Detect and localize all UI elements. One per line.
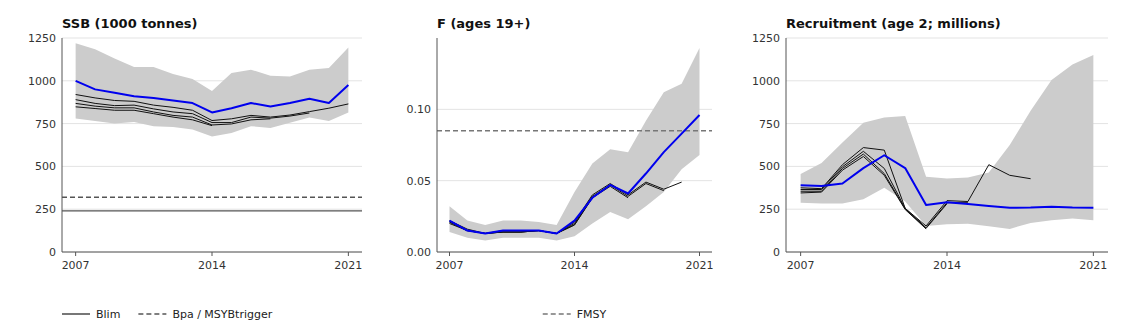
legend-label: Blim bbox=[96, 308, 120, 321]
x-tick-label: 2021 bbox=[686, 259, 714, 272]
plot-area bbox=[62, 43, 362, 211]
x-tick-label: 2021 bbox=[1079, 259, 1107, 272]
y-tick-label: 0.00 bbox=[407, 246, 432, 259]
y-axis-line bbox=[786, 38, 787, 252]
figure: 0 250 500 750 1000 1250 2007 2014 2021 SSB (1000 … bbox=[0, 0, 1131, 336]
grid-line bbox=[437, 252, 712, 253]
y-axis-line bbox=[437, 38, 438, 252]
x-axis-line bbox=[62, 252, 362, 253]
legend-item: Blim bbox=[62, 308, 120, 321]
x-tick bbox=[449, 252, 450, 256]
x-tick bbox=[1093, 252, 1094, 256]
x-tick bbox=[75, 252, 76, 256]
y-tick-label: 0 bbox=[49, 246, 56, 259]
y-tick-label: 250 bbox=[759, 203, 780, 216]
legend-swatch bbox=[62, 313, 90, 315]
panel: 0 250 500 750 1000 1250 2007 2014 2021 Recruitmen… bbox=[752, 16, 1108, 272]
y-tick-label: 500 bbox=[759, 160, 780, 173]
legend: Blim Bpa / MSYBtrigger bbox=[62, 308, 273, 321]
y-tick-label: 0 bbox=[773, 246, 780, 259]
y-tick-label: 0.05 bbox=[407, 175, 432, 188]
legend-label: Bpa / MSYBtrigger bbox=[172, 308, 272, 321]
confidence-band bbox=[450, 48, 700, 241]
grid-line bbox=[786, 38, 1108, 39]
estimate-line bbox=[76, 81, 349, 113]
grid-line bbox=[62, 166, 362, 167]
x-tick bbox=[699, 252, 700, 256]
y-tick-label: 0.10 bbox=[407, 103, 432, 116]
y-tick-label: 1250 bbox=[28, 32, 56, 45]
historical-line bbox=[450, 198, 593, 234]
reference-line bbox=[62, 210, 362, 211]
y-tick-label: 250 bbox=[35, 203, 56, 216]
legend-swatch bbox=[138, 313, 166, 315]
y-tick-label: 500 bbox=[35, 160, 56, 173]
historical-line bbox=[450, 184, 664, 234]
x-tick-label: 2007 bbox=[436, 259, 464, 272]
panel-title: SSB (1000 tonnes) bbox=[62, 16, 197, 31]
legend-item: Bpa / MSYBtrigger bbox=[138, 308, 272, 321]
x-tick bbox=[947, 252, 948, 256]
legend-swatch bbox=[543, 313, 571, 315]
panel-title: F (ages 19+) bbox=[437, 16, 530, 31]
historical-line bbox=[801, 154, 947, 228]
grid-line bbox=[62, 38, 362, 39]
x-tick bbox=[574, 252, 575, 256]
plot-area bbox=[801, 55, 1094, 229]
plot-area bbox=[437, 48, 712, 241]
x-tick-label: 2007 bbox=[787, 259, 815, 272]
x-axis-line bbox=[786, 252, 1108, 253]
x-tick-label: 2014 bbox=[933, 259, 961, 272]
panel: 0.00 0.05 0.10 2007 2014 2021 F (ages 19+) FMSY bbox=[407, 16, 714, 321]
historical-line bbox=[450, 182, 682, 233]
x-axis-line bbox=[437, 252, 712, 253]
panel-title: Recruitment (age 2; millions) bbox=[786, 16, 1001, 31]
estimate-line bbox=[801, 155, 1094, 208]
x-tick bbox=[348, 252, 349, 256]
estimate-line bbox=[450, 115, 700, 233]
panel: 0 250 500 750 1000 1250 2007 2014 2021 SSB (1000 … bbox=[28, 16, 362, 321]
x-tick-label: 2014 bbox=[198, 259, 226, 272]
legend-label: FMSY bbox=[577, 308, 607, 321]
y-tick-label: 750 bbox=[35, 118, 56, 131]
page: {"chart_data": [ {"type": "line", "title… bbox=[0, 0, 1131, 336]
legend: FMSY bbox=[543, 308, 607, 321]
legend-item: FMSY bbox=[543, 308, 607, 321]
y-tick-label: 750 bbox=[759, 118, 780, 131]
grid-line bbox=[786, 252, 1108, 253]
x-tick-label: 2021 bbox=[334, 259, 362, 272]
y-tick-label: 1000 bbox=[28, 75, 56, 88]
historical-line bbox=[450, 186, 629, 233]
reference-line bbox=[437, 130, 712, 131]
confidence-band bbox=[801, 55, 1094, 229]
historical-line bbox=[801, 151, 968, 227]
y-axis-line bbox=[62, 38, 63, 252]
y-tick-label: 1000 bbox=[752, 75, 780, 88]
confidence-band bbox=[76, 43, 349, 136]
y-tick-label: 1250 bbox=[752, 32, 780, 45]
x-tick-label: 2007 bbox=[62, 259, 90, 272]
reference-line bbox=[62, 197, 362, 198]
x-tick bbox=[212, 252, 213, 256]
grid-line bbox=[62, 252, 362, 253]
x-tick bbox=[800, 252, 801, 256]
grid-line bbox=[62, 209, 362, 210]
historical-line bbox=[76, 107, 212, 126]
x-tick-label: 2014 bbox=[561, 259, 589, 272]
